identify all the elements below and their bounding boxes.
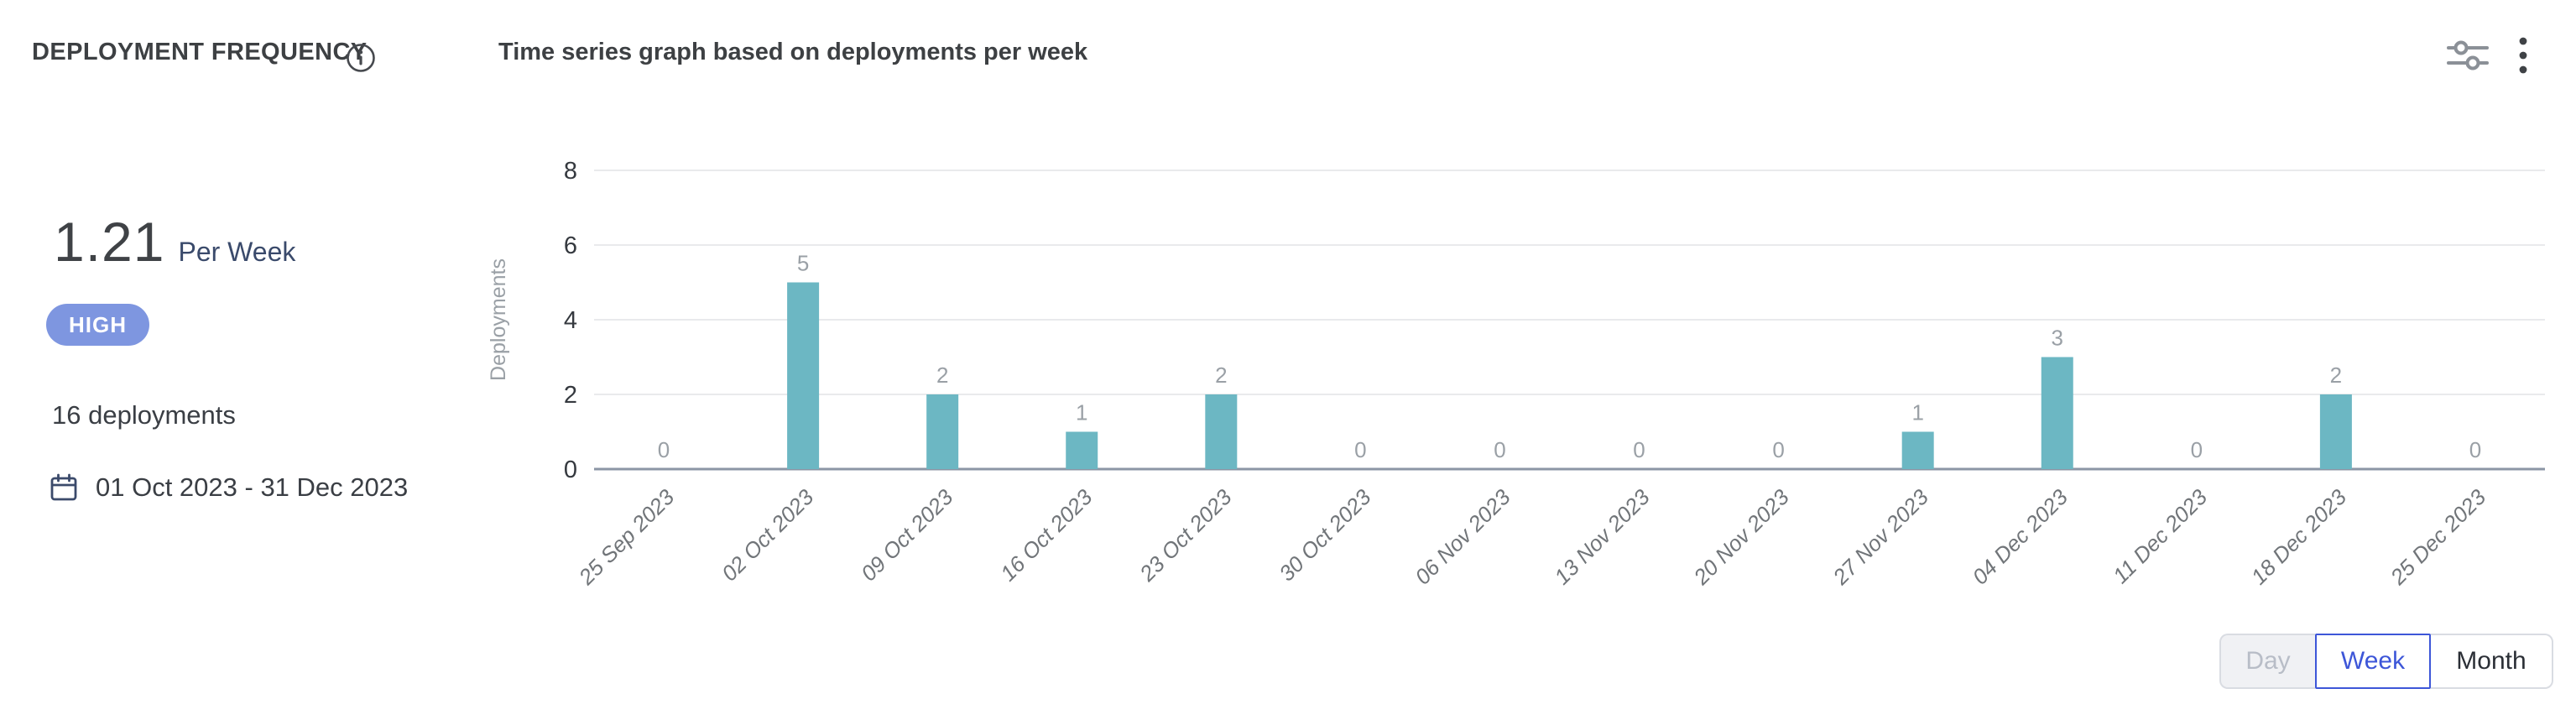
deployment-bar-02-Oct-2023[interactable] [787,282,820,470]
granularity-week-button[interactable]: Week [2315,634,2431,689]
x-tick-label: 23 Oct 2023 [1134,484,1236,587]
date-range-row: 01 Oct 2023 - 31 Dec 2023 [49,472,408,503]
date-range-label: 01 Oct 2023 - 31 Dec 2023 [96,472,409,502]
kebab-menu-icon[interactable] [2512,35,2534,76]
x-tick-label: 04 Dec 2023 [1968,484,2073,590]
x-tick-label: 06 Nov 2023 [1410,484,1515,590]
frequency-value: 1.21 [54,211,165,273]
bar-value-label: 1 [1076,400,1087,425]
x-tick-label: 30 Oct 2023 [1274,484,1376,587]
frequency-stat: 1.21 Per Week [54,210,295,274]
chart-subtitle: Time series graph based on deployments p… [498,39,1088,65]
y-tick-label: 4 [564,307,577,334]
bar-value-label: 0 [2469,437,2481,462]
x-tick-label: 09 Oct 2023 [856,484,958,587]
x-tick-label: 11 Dec 2023 [2108,484,2212,588]
bar-value-label: 2 [2330,363,2342,388]
frequency-unit: Per Week [178,237,296,267]
bar-value-label: 2 [936,363,948,388]
y-tick-label: 0 [564,457,577,483]
deployment-bar-16-Oct-2023[interactable] [1066,431,1098,470]
x-tick-label: 25 Dec 2023 [2385,484,2491,591]
bar-value-label: 0 [2191,437,2203,462]
x-tick-label: 27 Nov 2023 [1828,484,1934,591]
bar-value-label: 0 [1633,437,1645,462]
y-tick-label: 8 [564,158,577,185]
info-icon[interactable] [346,43,376,73]
deployment-bar-09-Oct-2023[interactable] [926,394,959,469]
widget-title: DEPLOYMENT FREQUENCY [32,39,368,65]
bar-value-label: 0 [1772,437,1784,462]
bar-value-label: 0 [1494,437,1505,462]
y-tick-label: 6 [564,232,577,259]
deployment-bar-04-Dec-2023[interactable] [2041,357,2073,470]
y-axis-title: Deployments [487,258,510,381]
frequency-level-badge: HIGH [46,304,149,346]
x-tick-label: 16 Oct 2023 [995,484,1098,587]
x-tick-label: 18 Dec 2023 [2246,484,2352,590]
x-tick-label: 13 Nov 2023 [1549,484,1655,590]
granularity-day-button[interactable]: Day [2219,634,2315,689]
x-tick-label: 02 Oct 2023 [717,484,819,587]
x-tick-label: 25 Sep 2023 [573,484,680,591]
filter-sliders-icon[interactable] [2447,39,2489,72]
bar-value-label: 1 [1911,400,1923,425]
deployment-bar-23-Oct-2023[interactable] [1205,394,1238,469]
bar-value-label: 0 [1354,437,1366,462]
deployment-bar-27-Nov-2023[interactable] [1901,431,1934,470]
granularity-toggle: Day Week Month [2219,634,2553,689]
calendar-icon [50,473,77,501]
granularity-month-button[interactable]: Month [2431,634,2553,689]
bar-value-label: 0 [658,437,670,462]
x-tick-label: 20 Nov 2023 [1688,484,1795,591]
bar-value-label: 3 [2052,326,2063,351]
deployment-bar-18-Dec-2023[interactable] [2319,394,2352,469]
y-tick-label: 2 [564,382,577,409]
bar-value-label: 5 [797,251,809,276]
deployments-total: 16 deployments [52,400,236,430]
bar-value-label: 2 [1215,363,1227,388]
